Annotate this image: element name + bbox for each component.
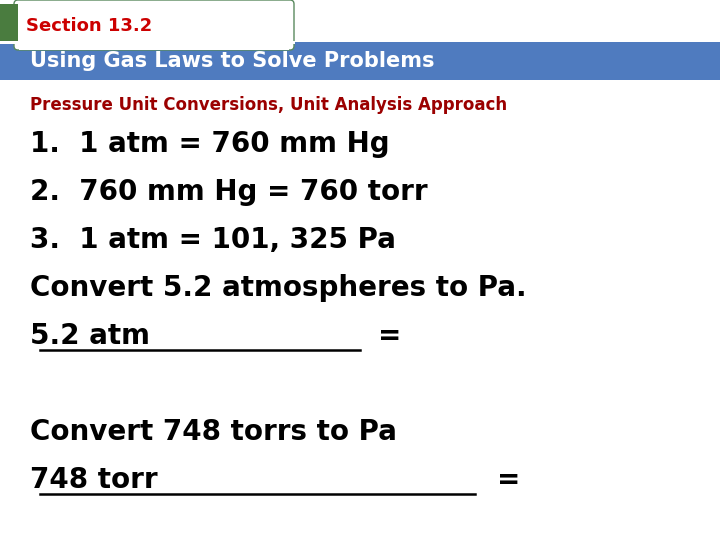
Bar <box>0 4 18 42</box>
Text: Pressure Unit Conversions, Unit Analysis Approach: Pressure Unit Conversions, Unit Analysis… <box>30 96 507 114</box>
Text: 1.  1 atm = 760 mm Hg: 1. 1 atm = 760 mm Hg <box>30 130 390 158</box>
Text: Convert 5.2 atmospheres to Pa.: Convert 5.2 atmospheres to Pa. <box>30 274 526 302</box>
FancyBboxPatch shape <box>14 0 294 50</box>
Text: Using Gas Laws to Solve Problems: Using Gas Laws to Solve Problems <box>30 51 434 71</box>
Bar <box>19 38 289 50</box>
Bar <box>0 41 295 44</box>
Bar <box>0 42 720 80</box>
Text: 2.  760 mm Hg = 760 torr: 2. 760 mm Hg = 760 torr <box>30 178 428 206</box>
Text: =: = <box>378 322 401 350</box>
Text: 5.2 atm: 5.2 atm <box>30 322 150 350</box>
Text: Convert 748 torrs to Pa: Convert 748 torrs to Pa <box>30 418 397 446</box>
Text: 3.  1 atm = 101, 325 Pa: 3. 1 atm = 101, 325 Pa <box>30 226 396 254</box>
Text: 748 torr: 748 torr <box>30 466 158 494</box>
Text: =: = <box>497 466 520 494</box>
Text: Section 13.2: Section 13.2 <box>26 17 152 35</box>
